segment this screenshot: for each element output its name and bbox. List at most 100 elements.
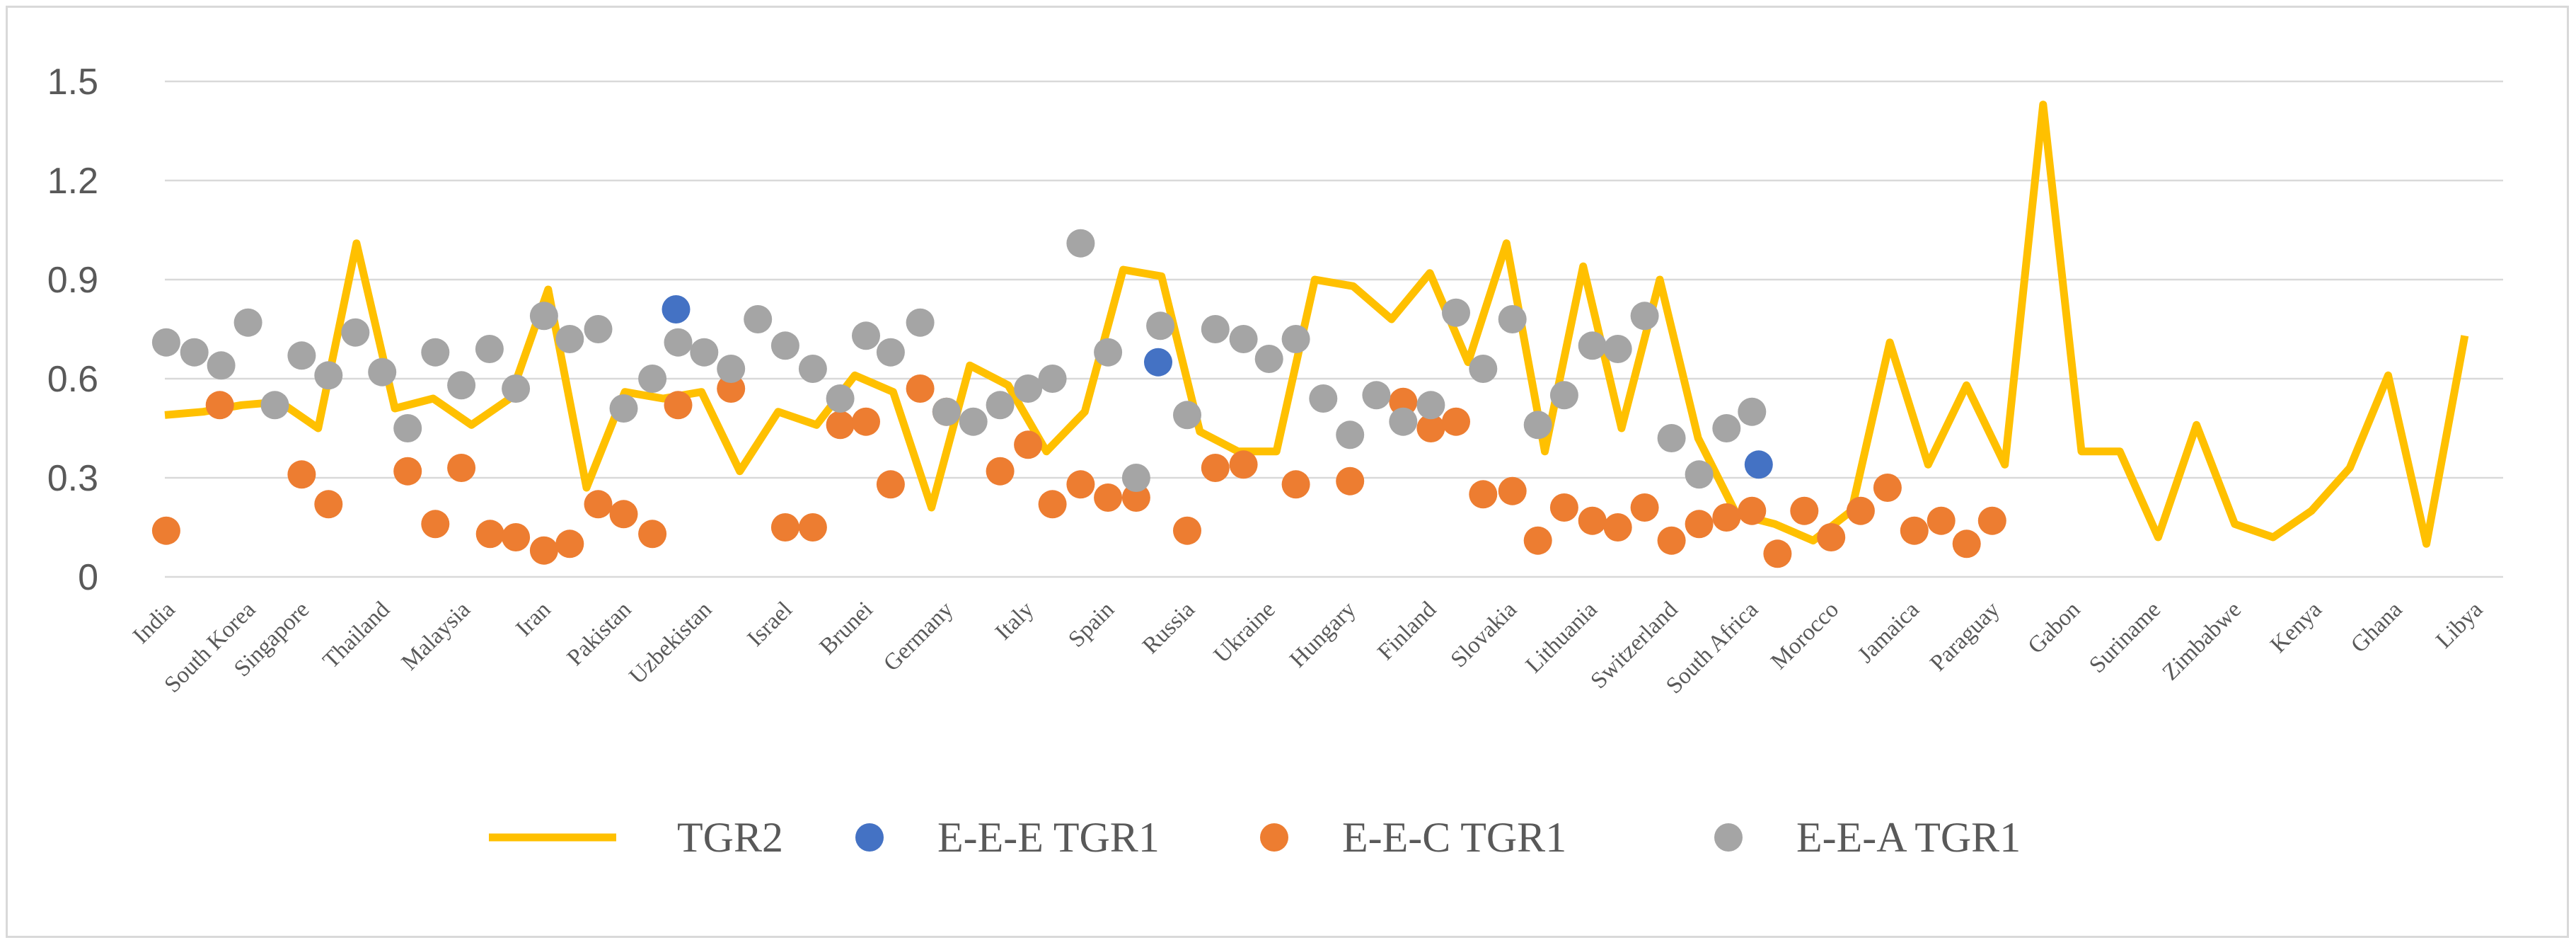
data-point-e-e-c-tgr1 [1763, 539, 1792, 568]
data-point-e-e-a-tgr1 [798, 355, 827, 383]
data-point-e-e-c-tgr1 [798, 513, 827, 542]
data-point-e-e-a-tgr1 [986, 391, 1015, 420]
data-point-e-e-c-tgr1 [1389, 387, 1418, 416]
data-point-e-e-c-tgr1 [1603, 513, 1632, 542]
y-tick-label: 0 [78, 557, 98, 598]
data-point-e-e-a-tgr1 [421, 338, 450, 367]
data-point-e-e-a-tgr1 [260, 391, 289, 420]
y-tick-label: 0.9 [47, 260, 98, 301]
x-tick-label: Brunei [815, 597, 878, 660]
data-point-e-e-c-tgr1 [1630, 493, 1659, 522]
x-tick-label: Spain [1063, 597, 1119, 653]
data-point-e-e-a-tgr1 [287, 341, 316, 370]
data-point-e-e-e-tgr1 [662, 295, 691, 323]
legend-swatch-dot [1260, 823, 1288, 852]
data-point-e-e-a-tgr1 [690, 338, 719, 367]
x-tick-label: Suriname [2084, 597, 2166, 678]
data-point-e-e-c-tgr1 [770, 513, 799, 542]
data-point-e-e-a-tgr1 [826, 384, 855, 413]
data-point-e-e-c-tgr1 [1657, 526, 1686, 555]
y-axis: 0 0.3 0.6 0.9 1.2 1.5 [47, 62, 98, 598]
legend-label: E-E-E TGR1 [937, 814, 1160, 861]
x-tick-label: Finland [1373, 597, 1441, 665]
x-tick-label: Russia [1138, 597, 1200, 659]
data-point-e-e-c-tgr1 [1578, 506, 1607, 535]
data-point-e-e-a-tgr1 [151, 328, 180, 357]
data-point-e-e-a-tgr1 [341, 318, 370, 347]
x-tick-label: Thailand [318, 597, 395, 674]
data-point-e-e-c-tgr1 [1977, 506, 2006, 535]
x-tick-label: Lithuania [1521, 597, 1602, 678]
data-point-e-e-a-tgr1 [1362, 381, 1391, 410]
data-point-e-e-c-tgr1 [1336, 466, 1365, 496]
x-tick-label: Pakistan [562, 597, 637, 671]
data-point-e-e-a-tgr1 [1336, 420, 1365, 449]
data-point-e-e-a-tgr1 [1416, 391, 1445, 420]
data-point-e-e-a-tgr1 [1469, 355, 1498, 383]
data-point-e-e-c-tgr1 [555, 529, 584, 559]
y-tick-label: 1.5 [47, 62, 98, 103]
data-point-e-e-a-tgr1 [1685, 460, 1714, 489]
data-point-e-e-a-tgr1 [1014, 374, 1043, 403]
data-point-e-e-a-tgr1 [770, 331, 799, 360]
data-point-e-e-c-tgr1 [664, 391, 693, 420]
data-point-e-e-c-tgr1 [1229, 450, 1258, 479]
data-point-e-e-a-tgr1 [1281, 325, 1310, 353]
data-point-e-e-c-tgr1 [1873, 474, 1902, 502]
data-point-e-e-a-tgr1 [1066, 229, 1095, 258]
data-point-e-e-a-tgr1 [1094, 338, 1123, 367]
data-point-e-e-c-tgr1 [584, 490, 613, 519]
data-point-e-e-c-tgr1 [1790, 496, 1819, 525]
legend-label: E-E-C TGR1 [1342, 814, 1566, 861]
data-point-e-e-a-tgr1 [717, 355, 746, 383]
data-point-e-e-c-tgr1 [717, 374, 746, 403]
data-point-e-e-a-tgr1 [393, 414, 422, 442]
x-tick-label: Malaysia [397, 597, 475, 675]
data-point-e-e-c-tgr1 [1173, 516, 1201, 545]
x-tick-label: Kenya [2265, 597, 2327, 658]
x-tick-label: Italy [990, 597, 1039, 646]
data-point-e-e-a-tgr1 [852, 321, 880, 350]
data-point-e-e-a-tgr1 [959, 407, 988, 436]
data-point-e-e-a-tgr1 [207, 351, 236, 380]
gridlines [165, 80, 2503, 578]
data-point-e-e-a-tgr1 [1173, 401, 1201, 430]
x-tick-label: Germany [879, 597, 959, 677]
series-e-e-e-tgr1 [662, 295, 1773, 479]
data-point-e-e-a-tgr1 [664, 328, 693, 357]
data-point-e-e-a-tgr1 [876, 338, 905, 367]
data-point-e-e-c-tgr1 [852, 407, 880, 436]
data-point-e-e-c-tgr1 [421, 510, 450, 539]
data-point-e-e-c-tgr1 [638, 520, 667, 549]
data-point-e-e-a-tgr1 [502, 374, 531, 403]
data-point-e-e-c-tgr1 [151, 516, 180, 545]
series-line-tgr2 [164, 101, 2469, 548]
data-point-e-e-c-tgr1 [1738, 496, 1767, 525]
legend-swatch-dot [855, 823, 884, 852]
data-point-e-e-c-tgr1 [986, 457, 1015, 486]
data-point-e-e-c-tgr1 [1685, 510, 1714, 539]
data-point-e-e-a-tgr1 [1738, 397, 1767, 426]
data-point-e-e-c-tgr1 [1846, 496, 1875, 525]
x-tick-label: Morocco [1766, 597, 1844, 675]
legend-label: E-E-A TGR1 [1796, 814, 2021, 861]
data-point-e-e-a-tgr1 [1630, 302, 1659, 331]
data-point-e-e-c-tgr1 [1927, 506, 1956, 535]
data-point-e-e-c-tgr1 [1066, 470, 1095, 499]
y-tick-label: 0.6 [47, 359, 98, 400]
data-point-e-e-c-tgr1 [393, 457, 422, 486]
data-point-e-e-a-tgr1 [180, 338, 209, 367]
data-point-e-e-a-tgr1 [368, 357, 397, 386]
data-point-e-e-e-tgr1 [1744, 450, 1773, 479]
data-point-e-e-c-tgr1 [1523, 526, 1552, 555]
x-tick-label: Libya [2431, 597, 2488, 653]
data-point-e-e-e-tgr1 [1144, 348, 1172, 377]
series-e-e-c-tgr1 [151, 374, 2006, 568]
data-point-e-e-a-tgr1 [1442, 298, 1470, 327]
x-tick-label: Zimbabwe [2158, 597, 2246, 685]
data-point-e-e-a-tgr1 [638, 365, 667, 393]
data-point-e-e-c-tgr1 [906, 374, 935, 403]
data-point-e-e-a-tgr1 [1549, 381, 1578, 410]
